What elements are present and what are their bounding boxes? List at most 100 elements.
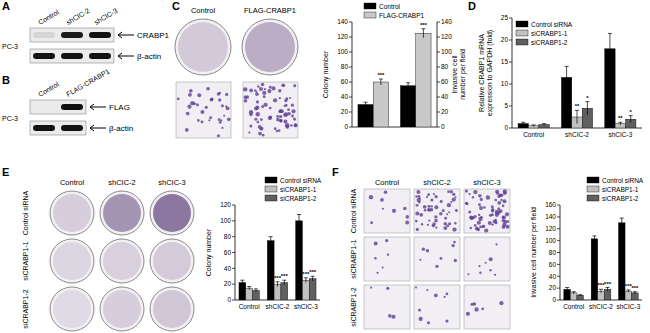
y2-tick-label: 60 <box>441 78 449 85</box>
cell <box>210 98 213 101</box>
cell <box>439 212 443 216</box>
cell <box>494 199 497 202</box>
cell <box>480 216 483 219</box>
dish <box>100 191 144 235</box>
cell <box>374 257 377 260</box>
bar <box>309 279 316 300</box>
cell <box>276 130 278 132</box>
cell <box>257 85 259 87</box>
bars <box>518 33 636 128</box>
cell <box>369 195 373 199</box>
cell <box>481 308 484 311</box>
cell <box>405 215 409 219</box>
column-label: Control <box>375 178 400 187</box>
legend-label: siCRABP1-2 <box>280 195 317 202</box>
legend-label: siCRABP1-2 <box>602 195 639 202</box>
y-tick-label: 120 <box>337 33 348 40</box>
cell <box>448 222 451 225</box>
bar <box>416 33 431 127</box>
y2-axis <box>437 22 438 127</box>
cell <box>278 89 281 92</box>
cell <box>225 93 228 96</box>
cell <box>421 223 423 225</box>
cell <box>416 190 420 194</box>
y-tick-label: 15 <box>501 58 509 65</box>
cell <box>426 289 428 291</box>
y-tick-label: 120 <box>220 201 231 208</box>
cell <box>440 200 443 203</box>
error-bar <box>254 289 258 292</box>
cell <box>415 195 417 197</box>
transwell-image <box>414 189 460 233</box>
cell <box>489 214 492 217</box>
cell <box>427 321 430 324</box>
error-bar <box>572 292 576 294</box>
y-tick <box>232 205 235 206</box>
cell <box>503 199 507 203</box>
y2-tick <box>437 67 440 68</box>
bars <box>239 215 316 301</box>
error-bar <box>240 280 244 285</box>
dish <box>150 239 194 283</box>
y-tick-label: 25 <box>501 14 509 21</box>
error-bar <box>585 102 589 115</box>
cell <box>422 247 425 250</box>
y-tick-label: 0 <box>504 124 508 131</box>
error-bar <box>599 289 603 293</box>
band <box>33 32 55 38</box>
cell <box>219 92 221 94</box>
legend-swatch <box>364 3 376 9</box>
cell <box>263 103 267 107</box>
cell <box>479 225 482 228</box>
cell <box>479 206 483 210</box>
x-tick-label: Control <box>239 303 261 310</box>
cell <box>257 121 260 124</box>
annotation: *** <box>420 22 428 28</box>
cell <box>419 213 423 217</box>
cell <box>432 222 435 225</box>
cell <box>271 86 275 90</box>
column-label: Control <box>60 178 85 187</box>
y-tick <box>509 84 512 85</box>
cell <box>415 211 419 215</box>
y-tick <box>509 62 512 63</box>
cell <box>403 207 407 211</box>
y2-tick-label: 20 <box>441 108 449 115</box>
cell <box>430 208 433 211</box>
cell-line: PC-3 <box>2 115 18 122</box>
error-bar <box>379 79 383 85</box>
panel-letter: E <box>2 166 9 178</box>
y2-tick <box>437 127 440 128</box>
error-bar <box>565 66 569 88</box>
cell <box>442 209 445 212</box>
dish <box>50 287 94 331</box>
dish-stain <box>53 242 91 280</box>
cell <box>427 224 429 226</box>
bar <box>539 124 549 128</box>
chart: 020406080100120140160ControlshCIC-2shCIC… <box>545 177 644 310</box>
axis-label: Invasive cell number per field <box>530 207 538 298</box>
y-tick-label: 20 <box>501 36 509 43</box>
cell <box>445 319 448 322</box>
dish <box>50 191 94 235</box>
panel-letter: B <box>2 74 10 86</box>
cell <box>185 128 189 132</box>
legend-swatch <box>516 30 528 36</box>
cell <box>427 193 430 196</box>
y-tick <box>232 220 235 221</box>
cell-line: PC-3 <box>2 43 18 50</box>
bar <box>400 86 415 127</box>
cell <box>500 199 502 201</box>
dish-stain <box>153 242 191 280</box>
transwell-image <box>176 82 231 138</box>
cell <box>468 193 470 195</box>
legend-swatch <box>587 177 599 183</box>
cell <box>467 273 469 275</box>
cell <box>206 87 210 91</box>
y-tick-label: 120 <box>545 225 556 232</box>
cell <box>473 190 477 194</box>
cell <box>435 227 437 229</box>
cell <box>489 269 491 271</box>
cell <box>276 115 279 118</box>
cell <box>494 274 496 276</box>
